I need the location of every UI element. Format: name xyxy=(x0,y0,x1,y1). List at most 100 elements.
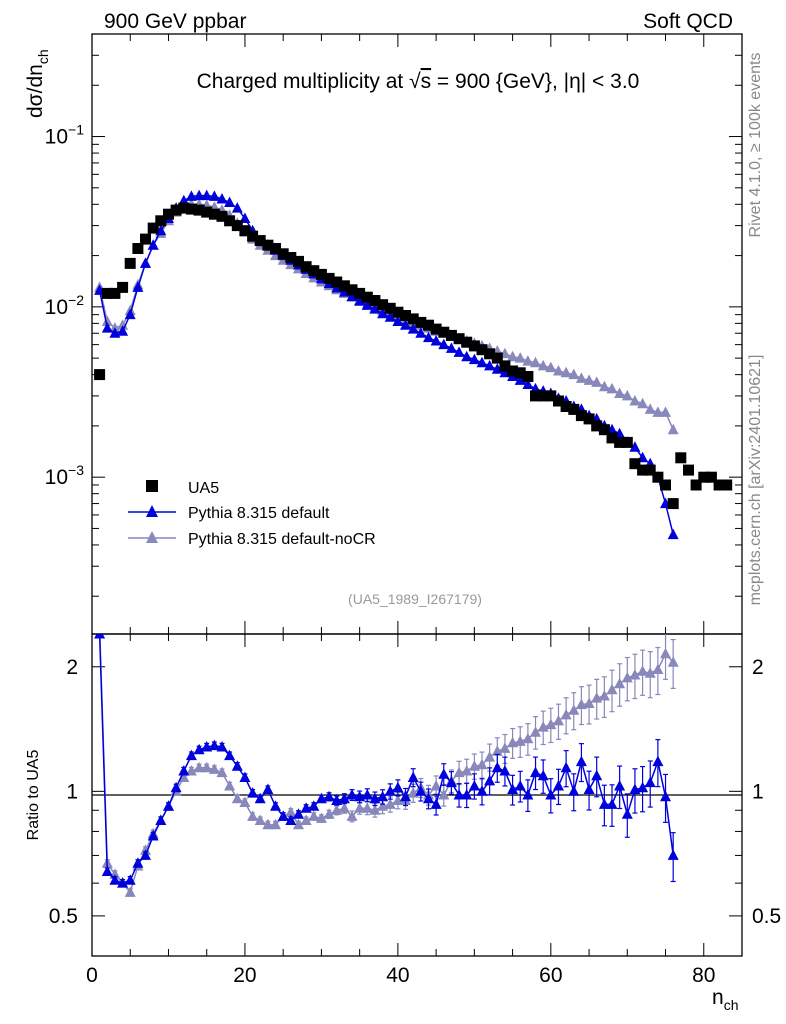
ua5-point xyxy=(553,395,564,407)
legend-marker-default xyxy=(146,505,158,517)
default-ratio-point xyxy=(147,830,159,841)
default-ratio-point xyxy=(178,765,190,776)
nocr-ratio-point xyxy=(621,671,633,683)
ua5-point xyxy=(163,208,174,220)
nocr-ratio-point xyxy=(667,656,679,667)
ratio-axis-ticks: 0.5 0.51 12 20 20 40 60 80 xyxy=(49,634,781,987)
default-point xyxy=(101,322,113,333)
nocr-point xyxy=(530,356,541,368)
ua5-point xyxy=(652,471,664,483)
nocr-ratio-point xyxy=(652,663,664,674)
default-ratio-point xyxy=(216,741,228,752)
ua5-point xyxy=(560,401,572,412)
default-ratio-point xyxy=(140,849,151,860)
nocr-ratio-point xyxy=(499,742,511,753)
nocr-ratio-point xyxy=(461,765,473,776)
ua5-point xyxy=(438,326,450,338)
ratio-y-axis-label: Ratio to UA5 xyxy=(25,750,42,841)
default-ratio-point xyxy=(277,810,289,821)
ua5-point xyxy=(713,479,725,491)
legend-marker-ua5 xyxy=(146,480,158,492)
nocr-point xyxy=(560,366,572,378)
ratio-y-tick-label-right: 2 xyxy=(752,656,764,679)
ua5-point xyxy=(499,360,511,372)
ua5-point xyxy=(400,310,411,321)
ua5-point xyxy=(323,272,335,284)
ua5-point xyxy=(384,302,396,314)
default-ratio-point xyxy=(621,808,633,819)
default-ratio-point xyxy=(185,749,197,761)
default-point xyxy=(178,194,190,206)
nocr-ratio-point xyxy=(239,796,251,807)
ua5-point xyxy=(147,222,159,234)
default-ratio-point xyxy=(270,800,281,811)
default-ratio-point xyxy=(94,634,106,639)
nocr-ratio-point xyxy=(438,789,450,800)
ua5-point xyxy=(568,403,580,415)
nocr-ratio-point xyxy=(315,812,327,823)
nocr-point xyxy=(629,395,641,406)
nocr-ratio-point xyxy=(583,697,595,708)
default-point xyxy=(201,189,213,201)
x-tick-label: 80 xyxy=(692,964,715,987)
nocr-ratio-point xyxy=(308,810,320,821)
ua5-point xyxy=(545,390,557,402)
default-ratio-point xyxy=(415,785,427,796)
ua5-point xyxy=(629,458,641,470)
default-ratio-point xyxy=(644,776,656,788)
ua5-point xyxy=(476,344,488,356)
nocr-point xyxy=(652,406,664,417)
ua5-point xyxy=(705,471,717,483)
nocr-point xyxy=(637,397,649,409)
ua5-point xyxy=(285,252,297,263)
legend-marker-nocr xyxy=(146,531,158,543)
x-tick-label: 0 xyxy=(86,964,98,987)
ua5-point xyxy=(530,390,541,402)
ua5-point xyxy=(354,287,366,299)
side-mcplots-label: mcplots.cern.ch [arXiv:2401.10621] xyxy=(747,355,764,606)
legend-label-default: Pythia 8.315 default xyxy=(188,505,330,522)
ua5-point xyxy=(484,348,496,360)
ua5-point xyxy=(614,436,626,448)
main-series-layer xyxy=(94,189,733,540)
ua5-point xyxy=(644,464,656,476)
nocr-ratio-point xyxy=(94,621,105,632)
default-ratio-point xyxy=(591,769,603,781)
default-point xyxy=(430,335,442,346)
default-point xyxy=(224,196,236,207)
ua5-point xyxy=(178,202,190,214)
default-ratio-point xyxy=(109,874,121,885)
nocr-ratio-point xyxy=(384,798,396,809)
nocr-ratio-point xyxy=(346,810,358,821)
default-point xyxy=(147,239,159,250)
ua5-point xyxy=(392,306,404,318)
default-ratio-point xyxy=(101,865,113,876)
ua5-point xyxy=(453,333,465,345)
default-ratio-point xyxy=(430,798,442,809)
default-point xyxy=(369,303,381,314)
nocr-ratio-line xyxy=(99,634,674,894)
nocr-ratio-point xyxy=(575,698,587,710)
default-point xyxy=(461,350,473,362)
default-ratio-point xyxy=(308,800,320,811)
default-ratio-point xyxy=(606,798,618,809)
nocr-ratio-point xyxy=(285,806,297,817)
default-ratio-point xyxy=(545,789,557,800)
ua5-point xyxy=(606,432,618,444)
ua5-point xyxy=(247,230,259,242)
ratio-y-tick-label-right: 1 xyxy=(752,780,764,803)
ua5-point xyxy=(423,319,434,331)
ua5-point xyxy=(338,280,350,292)
ua5-point xyxy=(721,479,733,491)
ua5-point xyxy=(109,287,121,299)
ua5-point xyxy=(690,479,702,491)
default-ratio-point xyxy=(445,776,457,788)
side-rivet-label: Rivet 4.1.0, ≥ 100k events xyxy=(747,53,764,238)
ua5-point xyxy=(331,276,343,288)
chart-title: Charged multiplicity at √s = 900 {GeV}, … xyxy=(197,70,640,93)
default-point xyxy=(438,338,450,350)
nocr-point xyxy=(522,355,534,366)
default-point xyxy=(185,190,197,201)
default-ratio-point xyxy=(468,780,480,791)
default-ratio-point xyxy=(124,874,136,885)
